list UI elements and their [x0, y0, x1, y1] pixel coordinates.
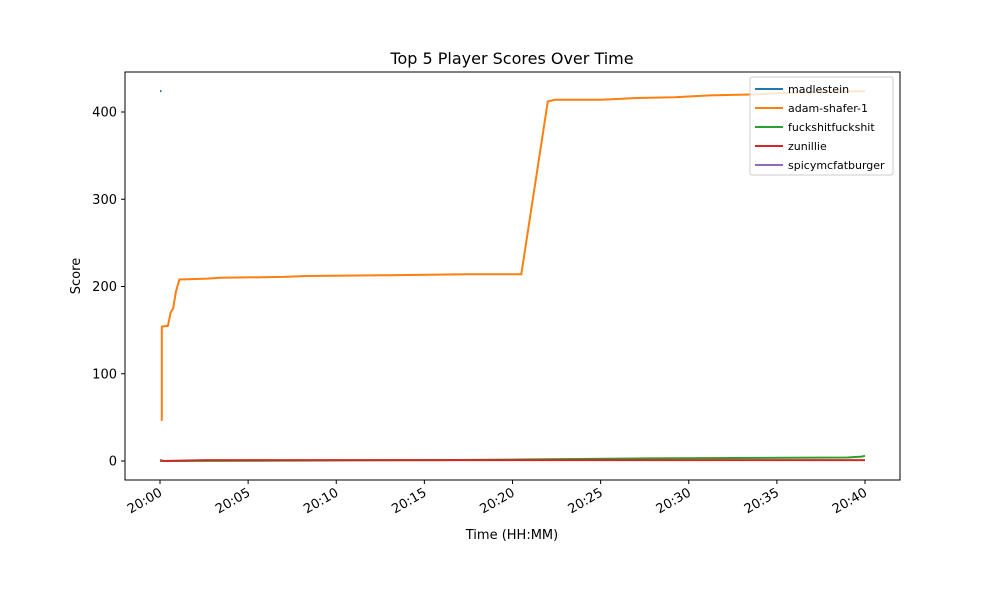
y-tick-label: 300 — [92, 193, 117, 208]
y-tick-label: 100 — [92, 367, 117, 382]
legend-entry: madlestein — [788, 83, 849, 96]
legend-entry: spicymcfatburger — [788, 159, 885, 172]
x-tick-label: 20:20 — [478, 485, 518, 517]
x-axis-label: Time (HH:MM) — [465, 528, 558, 543]
legend-entry: zunillie — [788, 140, 827, 153]
y-tick-label: 400 — [92, 106, 117, 121]
series-line-zunillie — [159, 459, 865, 463]
x-tick-label: 20:00 — [125, 485, 165, 517]
x-tick-label: 20:30 — [654, 485, 694, 517]
y-tick-label: 200 — [92, 280, 117, 295]
series-layer — [159, 90, 866, 463]
x-tick-label: 20:35 — [742, 485, 782, 517]
x-tick-label: 20:40 — [830, 485, 870, 517]
y-tick-label: 0 — [109, 455, 117, 470]
legend-box — [749, 76, 894, 176]
x-tick-label: 20:15 — [389, 485, 429, 517]
x-tick-label: 20:25 — [566, 485, 606, 517]
legend: madlestein adam-shafer-1 fuckshitfuckshit z… — [749, 76, 894, 176]
series-line-adam-shafer-1 — [160, 90, 866, 421]
x-tick-label: 20:05 — [213, 485, 253, 517]
chart-title: Top 5 Player Scores Over Time — [389, 49, 633, 68]
legend-entry: fuckshitfuckshit — [788, 121, 875, 134]
x-tick-label: 20:10 — [301, 485, 341, 517]
y-axis-label: Score — [69, 258, 84, 294]
legend-entry: adam-shafer-1 — [788, 102, 868, 115]
